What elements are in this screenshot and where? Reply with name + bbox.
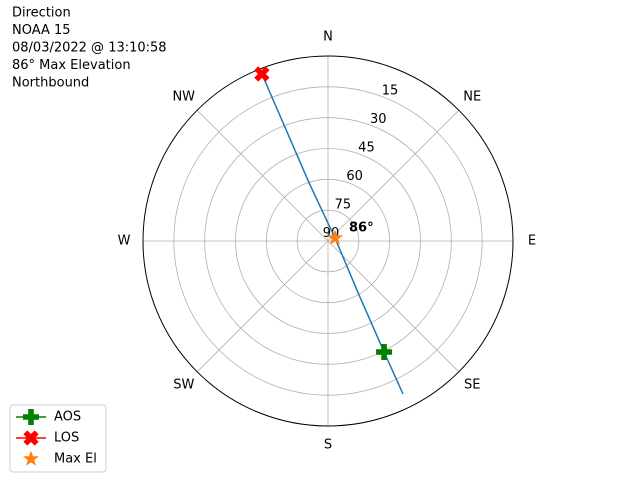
marker-star [327,229,343,245]
legend: AOS LOS Max El [9,404,107,473]
title-line: 08/03/2022 @ 13:10:58 [12,41,167,56]
title-line: Northbound [12,76,89,91]
legend-marker [23,409,39,425]
theta-tick-label: N [323,30,333,45]
legend-marker [23,450,39,466]
r-tick-label: 45 [358,141,375,156]
legend-label: LOS [54,431,79,446]
title-line: 86° Max Elevation [12,58,131,73]
legend-label: AOS [54,410,81,425]
polar-frame [142,55,514,427]
grid-spoke [196,109,329,242]
legend-frame [9,404,107,473]
theta-tick-label: NW [172,89,195,104]
theta-tick-label: S [324,438,332,453]
title-line: NOAA 15 [12,23,71,38]
r-tick-label: 75 [335,198,352,213]
theta-tick-label: W [118,234,131,249]
r-tick-label: 60 [346,169,363,184]
grid-spoke [327,109,460,242]
theta-tick-label: SW [173,378,194,393]
grid-spoke [196,240,329,373]
theta-tick-label: NE [463,89,481,104]
marker-x [254,66,270,82]
legend-label: Max El [54,452,97,467]
grid-spoke [327,240,460,373]
annotation: 86° [349,221,374,236]
track-line [261,73,404,395]
theta-tick-label: E [528,234,536,249]
title-line: Direction [12,6,71,21]
r-tick-label: 15 [382,84,399,99]
marker-plus [376,344,393,361]
r-tick-label: 30 [370,112,387,127]
theta-tick-label: SE [464,378,480,393]
legend-marker [23,430,39,446]
